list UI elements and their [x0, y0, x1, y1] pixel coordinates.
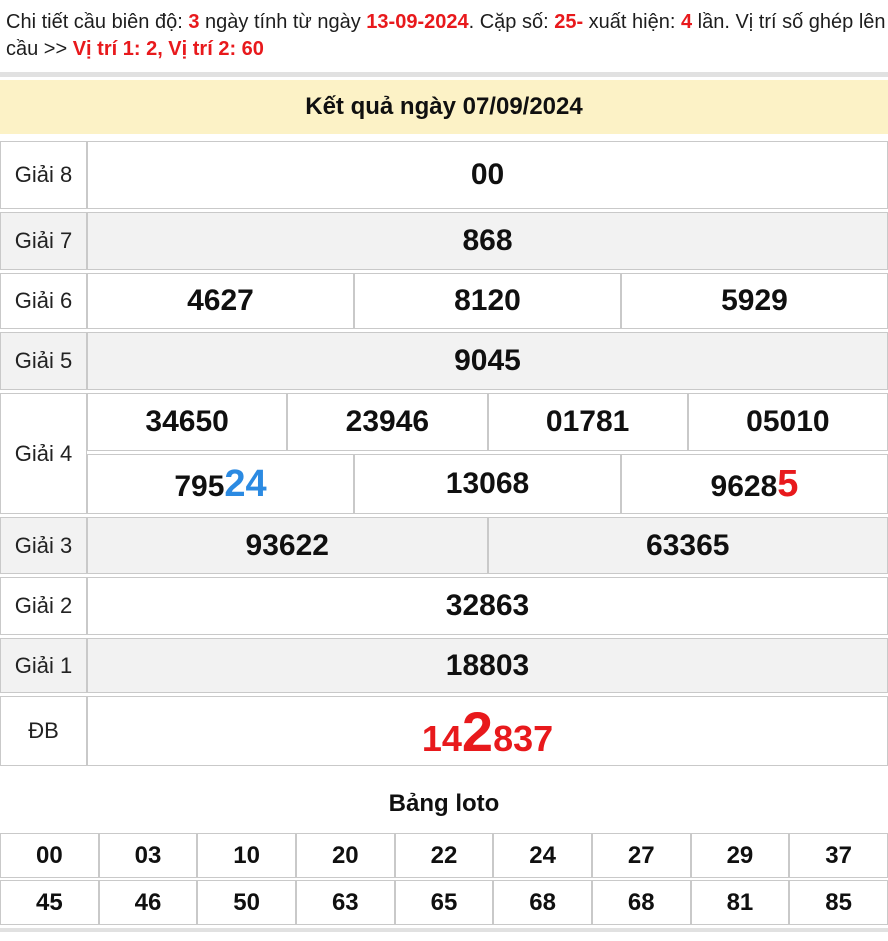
db-digits: 14 [421, 717, 462, 759]
note-highlight-pair: 25- [554, 11, 584, 33]
loto-cell: 22 [394, 833, 494, 878]
prize-value-g4-7: 96285 [621, 454, 888, 514]
note-highlight-count: 4 [680, 11, 693, 33]
prize-row-g2: Giải 2 32863 [0, 577, 888, 635]
prize-value-g5: 9045 [87, 332, 888, 390]
prize-row-g8: Giải 8 00 [0, 141, 888, 209]
loto-row-1: 00 03 10 20 22 24 27 29 37 [0, 833, 888, 878]
prize-row-g4-bottom: 79524 13068 96285 [0, 454, 888, 514]
loto-cell: 03 [98, 833, 198, 878]
prize-value-g4-4: 05010 [687, 393, 888, 451]
prize-highlight-red: 5 [777, 462, 799, 505]
prize-value-g7: 868 [87, 212, 888, 270]
prize-digits: 9628 [710, 469, 778, 503]
prize-label-g8: Giải 8 [0, 141, 87, 209]
loto-cell: 65 [394, 880, 494, 925]
prize-row-g5: Giải 5 9045 [0, 332, 888, 390]
prize-row-g1: Giải 1 18803 [0, 638, 888, 693]
loto-cell: 27 [591, 833, 691, 878]
prize-value-g6-3: 5929 [621, 273, 888, 329]
db-digits: 837 [493, 717, 554, 759]
prize-label-g1: Giải 1 [0, 638, 87, 693]
loto-cell-highlight: 24 [493, 833, 592, 878]
prize-value-g1: 18803 [87, 638, 888, 693]
prize-label-g5: Giải 5 [0, 332, 87, 390]
results-table: Giải 8 00 Giải 7 868 Giải 6 4627 8120 59… [0, 138, 888, 769]
bottom-divider [0, 928, 888, 932]
horizontal-divider [0, 72, 888, 77]
note-text: . Cặp số: [468, 11, 555, 33]
top-note: Chi tiết cầu biên độ: 3 ngày tính từ ngà… [0, 0, 888, 63]
prize-label-db: ĐB [0, 696, 87, 766]
prize-row-g4-top: Giải 4 34650 23946 01781 05010 [0, 393, 888, 514]
loto-cell: 20 [295, 833, 395, 878]
prize-label-g2: Giải 2 [0, 577, 87, 635]
prize-value-g3-2: 63365 [487, 517, 888, 574]
loto-row-2: 45 46 50 63 65 68 68 81 85 [0, 880, 888, 925]
prize-value-g8: 00 [87, 141, 888, 209]
prize-value-g4-6: 13068 [354, 454, 621, 514]
loto-cell: 00 [0, 833, 99, 878]
note-text: lần. Vị trí số ghép lên cầu >> [6, 11, 886, 60]
prize-label-g4: Giải 4 [0, 393, 87, 514]
prize-value-g4-2: 23946 [287, 393, 488, 451]
prize-value-g4-1: 34650 [87, 393, 288, 451]
prize-value-g4-3: 01781 [487, 393, 688, 451]
prize-label-g6: Giải 6 [0, 273, 87, 329]
prize-value-g6-2: 8120 [354, 273, 621, 329]
loto-cell: 85 [789, 880, 888, 925]
note-text: ngày tính từ ngày [199, 11, 367, 33]
loto-cell: 10 [197, 833, 296, 878]
prize-row-g3: Giải 3 93622 63365 [0, 517, 888, 574]
loto-heading: Bảng loto [388, 790, 500, 817]
prize-value-g2: 32863 [87, 577, 888, 635]
prize-row-g6: Giải 6 4627 8120 5929 [0, 273, 888, 329]
note-highlight-amplitude: 3 [188, 11, 200, 33]
loto-cell: 29 [690, 833, 790, 878]
note-text: xuất hiện: [583, 11, 681, 33]
note-highlight-positions: Vị trí 1: 2, Vị trí 2: 60 [72, 38, 264, 60]
prize-value-g4-5: 79524 [87, 454, 354, 514]
loto-cell-highlight: 37 [789, 833, 888, 878]
prize-label-g7: Giải 7 [0, 212, 87, 270]
loto-cell: 46 [98, 880, 198, 925]
result-date-title: Kết quả ngày 07/09/2024 [305, 93, 583, 120]
loto-cell: 63 [295, 880, 395, 925]
prize-label-g3: Giải 3 [0, 517, 87, 574]
result-date-header: Kết quả ngày 07/09/2024 [0, 80, 888, 134]
loto-cell: 81 [690, 880, 790, 925]
prize-value-g6-1: 4627 [87, 273, 354, 329]
prize-row-db: ĐB 142837 [0, 696, 888, 766]
note-text: Chi tiết cầu biên độ: [6, 11, 189, 33]
prize-digits: 795 [174, 469, 225, 503]
loto-cell: 50 [197, 880, 296, 925]
prize-highlight-blue: 24 [224, 462, 267, 505]
prize-value-g3-1: 93622 [87, 517, 488, 574]
note-highlight-date: 13-09-2024 [366, 11, 469, 33]
loto-cell: 68 [493, 880, 592, 925]
prize-value-db: 142837 [87, 696, 888, 766]
loto-cell: 45 [0, 880, 99, 925]
loto-table: 00 03 10 20 22 24 27 29 37 45 46 50 63 6… [0, 831, 888, 927]
db-highlight-digit: 2 [461, 699, 494, 763]
loto-cell: 68 [591, 880, 691, 925]
prize-row-g7: Giải 7 868 [0, 212, 888, 270]
